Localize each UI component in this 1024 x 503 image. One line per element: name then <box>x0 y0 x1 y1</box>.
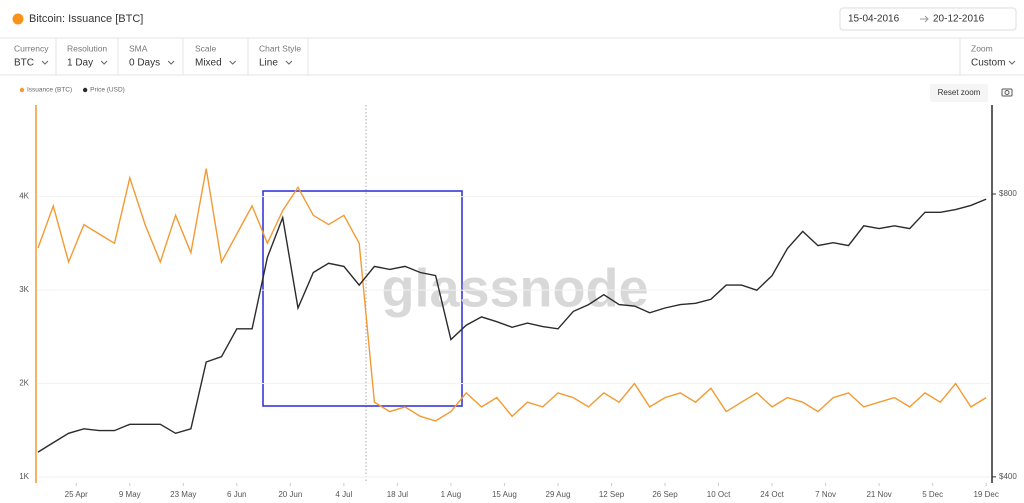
camera-lens <box>1004 90 1010 95</box>
zoom-value[interactable]: Custom <box>971 58 1005 69</box>
x-tick-label: 18 Jul <box>387 490 409 499</box>
control-value[interactable]: 0 Days <box>129 58 160 69</box>
camera-icon[interactable] <box>1001 88 1013 97</box>
control-label: Currency <box>14 43 49 53</box>
chevron <box>1008 60 1016 65</box>
x-tick-label: 15 Aug <box>492 490 517 499</box>
x-tick-label: 1 Aug <box>441 490 461 499</box>
chevron <box>41 60 49 65</box>
reset-zoom-button[interactable] <box>930 84 988 102</box>
y-tick-label: 4K <box>19 192 29 201</box>
x-tick-label: 4 Jul <box>335 490 352 499</box>
y-tick-label: 2K <box>19 379 29 388</box>
x-tick-label: 19 Dec <box>973 490 998 499</box>
y-tick-label: 1K <box>19 472 29 481</box>
date-from[interactable]: 15-04-2016 <box>848 14 900 25</box>
x-tick-label: 25 Apr <box>65 490 88 499</box>
x-tick-label: 20 Jun <box>278 490 302 499</box>
x-tick-label: 9 May <box>119 490 141 499</box>
control-value[interactable]: Mixed <box>195 58 222 69</box>
legend-label[interactable]: Issuance (BTC) <box>27 87 72 94</box>
series-line <box>37 198 987 453</box>
y-tick-label: 3K <box>19 285 29 294</box>
legend-dot <box>19 87 25 93</box>
zoom-label: Zoom <box>971 43 993 53</box>
series-line <box>37 168 987 422</box>
btc-icon <box>12 13 24 25</box>
y2-tick-label: $400 <box>999 472 1017 481</box>
arrow-icon <box>920 15 929 23</box>
x-tick-label: 5 Dec <box>922 490 943 499</box>
control-label: Resolution <box>67 43 107 53</box>
control-label: SMA <box>129 43 148 53</box>
chevron <box>167 60 175 65</box>
control-label: Chart Style <box>259 43 301 53</box>
x-tick-label: 24 Oct <box>760 490 784 499</box>
y2-tick-label: $800 <box>999 189 1017 198</box>
chevron <box>100 60 108 65</box>
x-tick-label: 7 Nov <box>815 490 836 499</box>
control-label: Scale <box>195 43 217 53</box>
camera-body <box>1001 88 1013 97</box>
chevron <box>229 60 237 65</box>
date-to[interactable]: 20-12-2016 <box>933 14 985 25</box>
x-tick-label: 21 Nov <box>866 490 891 499</box>
x-tick-label: 12 Sep <box>599 490 625 499</box>
legend-label[interactable]: Price (USD) <box>90 87 125 94</box>
watermark: glassnode <box>381 258 648 318</box>
title: Bitcoin: Issuance [BTC] <box>29 13 143 25</box>
x-tick-label: 29 Aug <box>546 490 571 499</box>
control-value[interactable]: 1 Day <box>67 58 93 69</box>
x-tick-label: 23 May <box>170 490 196 499</box>
highlight-box <box>262 190 463 407</box>
control-value[interactable]: BTC <box>14 58 34 69</box>
reset-zoom-label[interactable]: Reset zoom <box>938 88 981 97</box>
x-tick-label: 10 Oct <box>707 490 731 499</box>
x-tick-label: 6 Jun <box>227 490 247 499</box>
chevron <box>285 60 293 65</box>
legend-dot <box>82 87 88 93</box>
x-tick-label: 26 Sep <box>652 490 678 499</box>
control-value[interactable]: Line <box>259 58 278 69</box>
